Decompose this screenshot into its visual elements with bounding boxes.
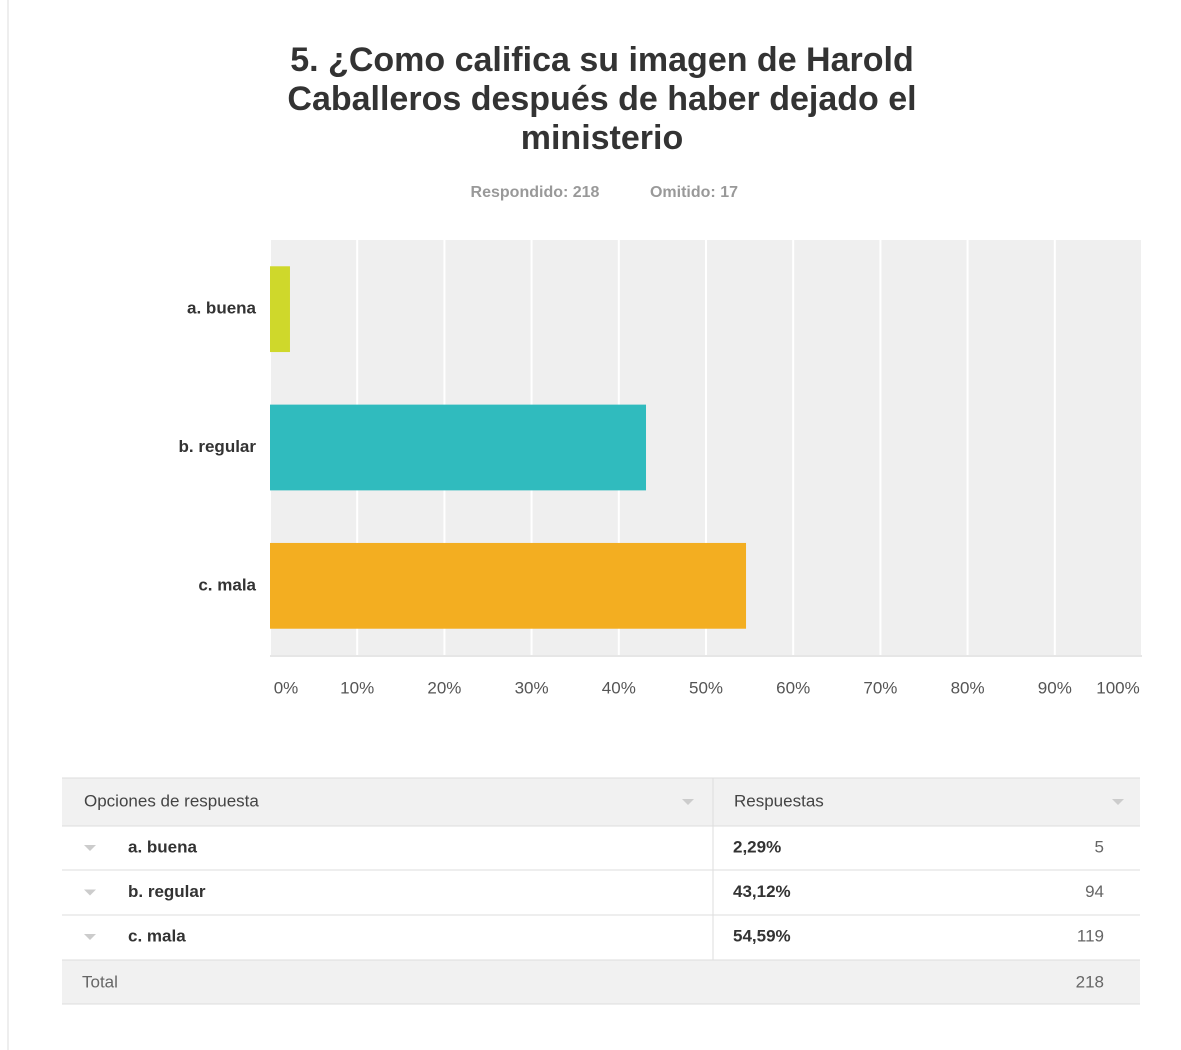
x-tick-label: 10% bbox=[340, 678, 374, 697]
expand-icon[interactable] bbox=[84, 934, 96, 940]
table-header: Respuestas bbox=[734, 791, 824, 810]
x-tick-label: 20% bbox=[427, 678, 461, 697]
x-tick-label: 40% bbox=[602, 678, 636, 697]
expand-icon[interactable] bbox=[84, 845, 96, 851]
row-count: 94 bbox=[1085, 882, 1104, 901]
table-header: Opciones de respuesta bbox=[84, 791, 259, 810]
chart-title: ministerio bbox=[521, 119, 683, 157]
chart-title: Caballeros después de haber dejado el bbox=[287, 80, 916, 118]
sort-icon[interactable] bbox=[682, 799, 694, 805]
table-lines bbox=[62, 777, 1140, 1005]
sort-icon[interactable] bbox=[1112, 799, 1124, 805]
total-value: 218 bbox=[1076, 972, 1104, 991]
row-percent: 43,12% bbox=[733, 882, 791, 901]
row-percent: 54,59% bbox=[733, 926, 791, 945]
row-count: 119 bbox=[1077, 926, 1104, 945]
expand-icon[interactable] bbox=[84, 889, 96, 896]
category-label: b. regular bbox=[179, 437, 257, 456]
x-tick-label: 100% bbox=[1096, 678, 1139, 697]
x-tick-label: 50% bbox=[689, 678, 723, 697]
x-tick-label: 80% bbox=[951, 678, 985, 697]
bar bbox=[270, 542, 747, 629]
row-label: c. mala bbox=[128, 926, 186, 945]
answered: Respondido: 218 bbox=[471, 184, 600, 201]
total-label: Total bbox=[82, 972, 118, 991]
row-percent: 2,29% bbox=[733, 837, 781, 856]
chart-title: 5. ¿Como califica su imagen de Harold bbox=[290, 41, 914, 79]
bar bbox=[270, 266, 290, 353]
x-tick-label: 30% bbox=[515, 678, 549, 697]
x-tick-label: 90% bbox=[1038, 678, 1072, 697]
row-label: b. regular bbox=[128, 882, 206, 901]
table-total-bg bbox=[62, 960, 1140, 1004]
x-tick-label: 0% bbox=[274, 678, 299, 697]
table-header-bg bbox=[62, 778, 1140, 826]
row-count: 5 bbox=[1095, 837, 1104, 856]
category-label: c. mala bbox=[198, 575, 256, 594]
category-label: a. buena bbox=[187, 299, 257, 318]
bar bbox=[270, 404, 647, 491]
skipped: Omitido: 17 bbox=[650, 184, 738, 201]
row-label: a. buena bbox=[128, 837, 198, 856]
x-tick-label: 70% bbox=[863, 678, 897, 697]
x-tick-label: 60% bbox=[776, 678, 810, 697]
